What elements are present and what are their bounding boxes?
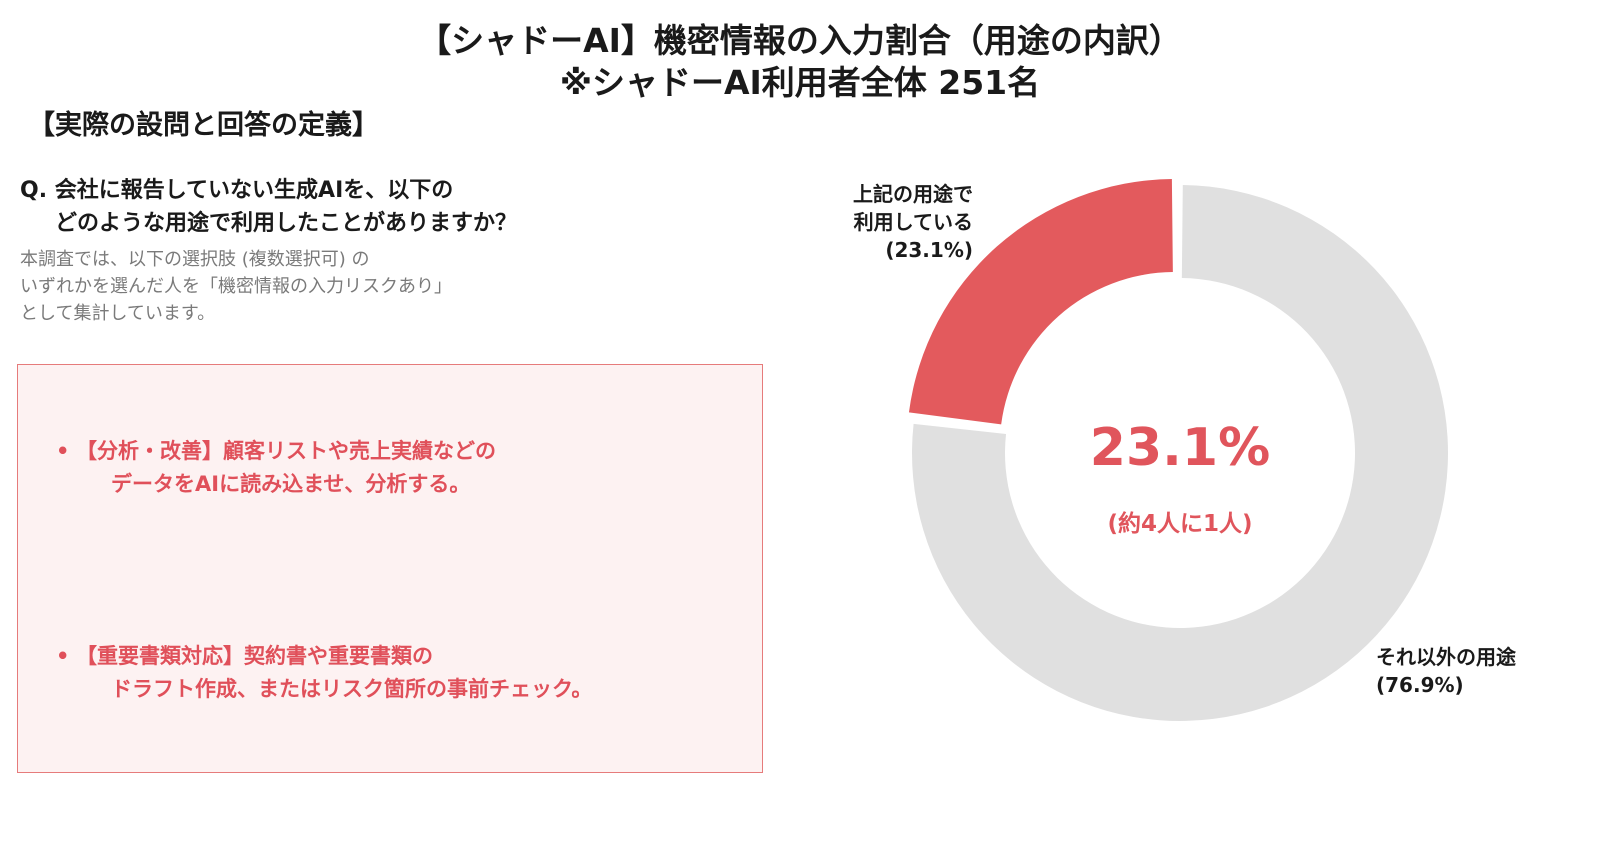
- center-subtext: (約4人に1人): [1107, 511, 1253, 537]
- slice-label-using-line-2: 利用している: [853, 210, 973, 234]
- center-value: 23.1%: [1089, 418, 1271, 478]
- chart-title-line-2: ※シャドーAI利用者全体 251名: [559, 63, 1041, 102]
- chart-title-line-1: 【シャドーAI】機密情報の入力割合（用途の内訳）: [418, 21, 1182, 60]
- question-line-1: Q. 会社に報告していない生成AIを、以下の: [20, 178, 454, 203]
- donut-slice-1: [911, 185, 1449, 722]
- slice-label-using-line-3: (23.1%): [885, 238, 973, 262]
- donut-slices: [908, 179, 1449, 722]
- note-line-3: として集計しています。: [20, 303, 216, 324]
- donut-slice-0: [908, 179, 1173, 425]
- bullet-icon: •: [56, 439, 70, 463]
- option-line-2: ドラフト作成、またはリスク箇所の事前チェック。: [111, 677, 593, 701]
- slice-label-other-line-2: (76.9%): [1376, 673, 1464, 697]
- slice-label-using: 上記の用途で 利用している (23.1%): [853, 180, 973, 264]
- option-line-1: 【重要書類対応】契約書や重要書類の: [76, 644, 433, 668]
- bullet-icon: •: [56, 644, 70, 668]
- slice-label-other-line-1: それ以外の用途: [1376, 645, 1516, 669]
- definition-heading: 【実際の設問と回答の定義】: [28, 110, 379, 141]
- options-box: • 【分析・改善】顧客リストや売上実績などの データをAIに読み込ませ、分析する…: [17, 364, 763, 773]
- option-line-1: 【分析・改善】顧客リストや売上実績などの: [76, 439, 496, 463]
- note-line-1: 本調査では、以下の選択肢 (複数選択可) の: [20, 249, 370, 270]
- slice-label-other: それ以外の用途 (76.9%): [1376, 643, 1516, 699]
- question-line-2: どのような用途で利用したことがありますか？: [55, 211, 518, 236]
- slice-label-using-line-1: 上記の用途で: [853, 182, 973, 206]
- note-line-2: いずれかを選んだ人を「機密情報の入力リスクあり」: [20, 276, 452, 297]
- option-line-2: データをAIに読み込ませ、分析する。: [111, 472, 471, 496]
